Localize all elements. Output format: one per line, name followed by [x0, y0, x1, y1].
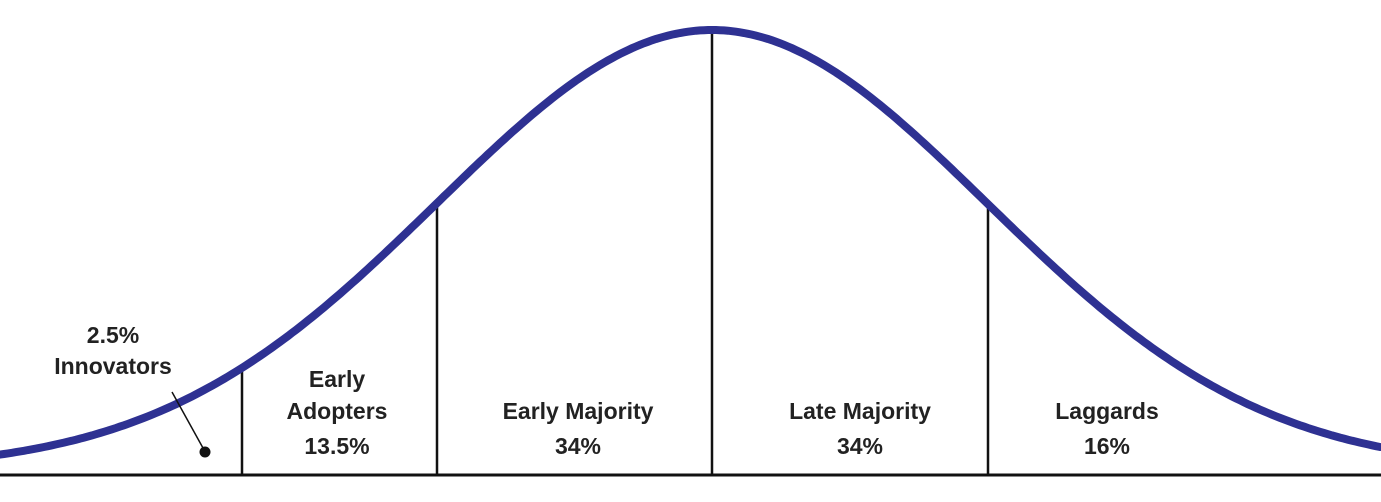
segment-dividers — [240, 30, 990, 475]
segment-name: Late Majority — [789, 398, 931, 424]
innovators-dot — [199, 446, 211, 458]
bell-curve — [0, 26, 1381, 459]
segment-name: Laggards — [1055, 398, 1159, 424]
segment-name: Innovators — [54, 353, 172, 379]
segment-share: 34% — [555, 433, 601, 459]
segment-share: 34% — [837, 433, 883, 459]
segment-share: 13.5% — [304, 433, 369, 459]
segment-name: Early Majority — [503, 398, 654, 424]
segment-name: Adopters — [287, 398, 388, 424]
leader-line — [171, 391, 204, 449]
segment-share: 16% — [1084, 433, 1130, 459]
segment-share: 2.5% — [87, 322, 139, 348]
segment-name: Early — [309, 366, 365, 392]
